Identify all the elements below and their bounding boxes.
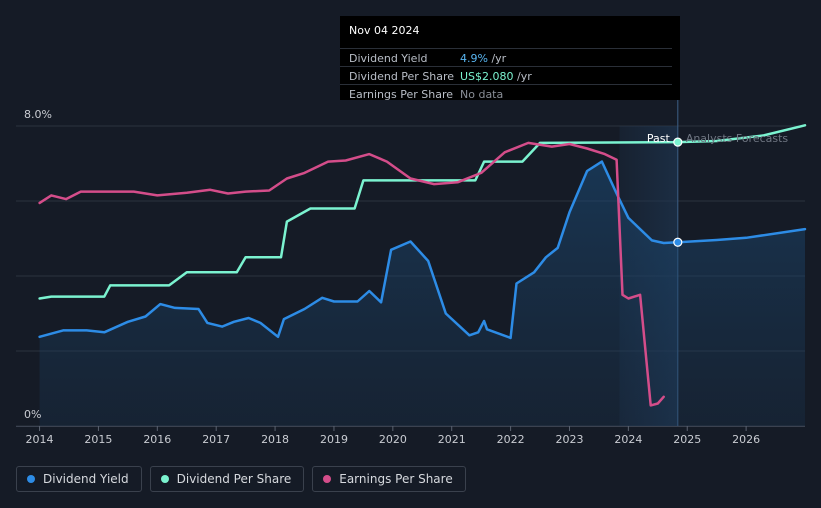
tooltip-row-earnings-per-share: Earnings Per Share No data bbox=[340, 84, 672, 101]
x-tick-label: 2021 bbox=[438, 433, 466, 446]
earnings-per-share-line bbox=[38, 141, 665, 407]
x-tick-label: 2015 bbox=[84, 433, 112, 446]
legend-label: Dividend Yield bbox=[43, 472, 129, 486]
x-tick-label: 2014 bbox=[26, 433, 54, 446]
x-tick-label: 2025 bbox=[673, 433, 701, 446]
legend-item-dividend-yield[interactable]: Dividend Yield bbox=[16, 466, 142, 492]
legend: Dividend Yield Dividend Per Share Earnin… bbox=[16, 466, 466, 493]
legend-item-dividend-per-share[interactable]: Dividend Per Share bbox=[149, 466, 305, 492]
dividend-yield-marker[interactable] bbox=[673, 237, 683, 247]
legend-dot-icon bbox=[323, 475, 332, 483]
annotations: Past Analysts Forecasts bbox=[647, 132, 789, 145]
dividend-yield-area bbox=[39, 161, 806, 426]
tooltip-value: No data bbox=[460, 88, 504, 101]
tooltip-value: US$2.080 bbox=[460, 70, 514, 83]
tooltip-row-dividend-per-share: Dividend Per Share US$2.080 /yr bbox=[340, 66, 672, 85]
dividend-yield-line bbox=[38, 160, 807, 340]
tooltip-label: Dividend Per Share bbox=[349, 70, 455, 83]
x-tick-label: 2019 bbox=[320, 433, 348, 446]
tooltip-unit: /yr bbox=[491, 52, 507, 65]
x-tick-label: 2016 bbox=[143, 433, 171, 446]
tooltip-label: Dividend Yield bbox=[349, 52, 428, 65]
tooltip-row-dividend-yield: Dividend Yield 4.9% /yr bbox=[340, 48, 672, 67]
legend-label: Dividend Per Share bbox=[176, 472, 292, 486]
x-tick-label: 2022 bbox=[497, 433, 525, 446]
y-axis-label-top: 8.0% bbox=[24, 108, 52, 121]
tooltip-value: 4.9% bbox=[460, 52, 488, 65]
x-tick-label: 2017 bbox=[202, 433, 230, 446]
yield-area bbox=[39, 161, 806, 426]
y-axis-label-bottom: 0% bbox=[24, 408, 41, 421]
x-tick-label: 2026 bbox=[732, 433, 760, 446]
legend-item-earnings-per-share[interactable]: Earnings Per Share bbox=[312, 466, 466, 492]
x-tick-label: 2023 bbox=[555, 433, 583, 446]
series-lines bbox=[38, 124, 807, 407]
legend-dot-icon bbox=[27, 475, 35, 483]
y-axis-labels: 8.0% 0% bbox=[24, 108, 52, 421]
tooltip-date: Nov 04 2024 bbox=[349, 24, 420, 37]
x-tick-label: 2020 bbox=[379, 433, 407, 446]
dividend-per-share-line bbox=[38, 124, 807, 300]
forecast-label: Analysts Forecasts bbox=[686, 132, 789, 145]
dividend-per-share-marker[interactable] bbox=[673, 137, 683, 147]
x-axis-ticks: 2014 2015 2016 2017 2018 2019 2020 2021 2022 2023… bbox=[26, 426, 760, 446]
x-tick-label: 2018 bbox=[261, 433, 289, 446]
tooltip-unit: /yr bbox=[517, 70, 532, 83]
legend-label: Earnings Per Share bbox=[339, 472, 453, 486]
x-tick-label: 2024 bbox=[614, 433, 642, 446]
legend-dot-icon bbox=[160, 475, 169, 483]
hover-tooltip: Nov 04 2024 Dividend Yield 4.9% /yr Divi… bbox=[340, 16, 680, 101]
past-label: Past bbox=[647, 132, 671, 145]
tooltip-label: Earnings Per Share bbox=[349, 88, 454, 101]
